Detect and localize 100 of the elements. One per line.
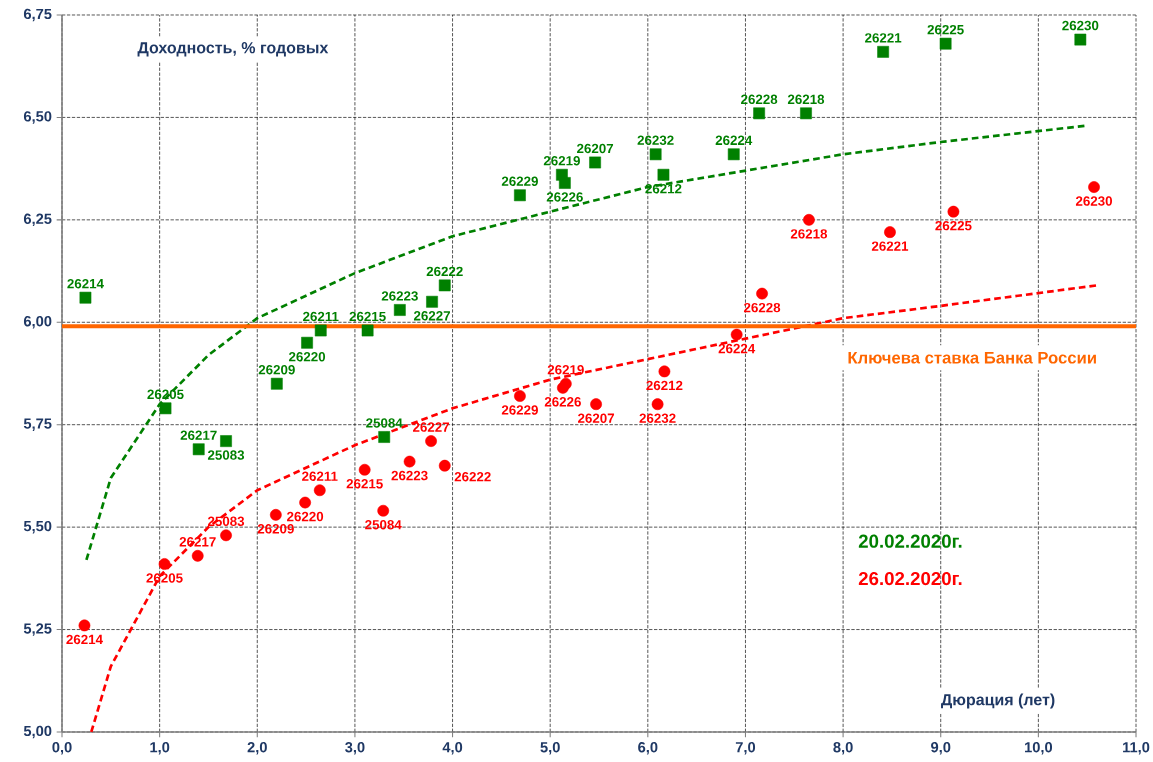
y-tick-label: 6,50 (23, 111, 52, 124)
annotation: 26220 (288, 352, 326, 362)
annotation: 26215 (349, 311, 386, 322)
annotation: 26224 (715, 135, 753, 146)
annotation: 26211 (303, 311, 339, 322)
annotation: 26221 (865, 33, 902, 43)
point (158, 558, 171, 570)
y-tick-label: 6,00 (23, 316, 52, 329)
annotation: 25084 (365, 520, 402, 530)
annotation: 26218 (787, 94, 825, 105)
annotation: 26207 (577, 143, 614, 154)
x-tick-label: 5,0 (540, 742, 560, 755)
point (558, 177, 571, 189)
annotation: 26219 (543, 156, 580, 166)
point (753, 107, 765, 120)
annotation: 26225 (927, 24, 964, 35)
x-tick-label: 1,0 (150, 742, 170, 755)
annotation: 26212 (645, 184, 682, 194)
point (361, 324, 374, 337)
annotation: 26232 (637, 135, 674, 146)
point (426, 295, 438, 308)
annotation: 26227 (413, 311, 450, 321)
annotation: 26230 (1075, 196, 1113, 206)
point (438, 459, 451, 472)
x-tick-label: 2,0 (247, 742, 267, 755)
annotation: 26222 (426, 266, 463, 277)
annotation: 26215 (346, 479, 383, 489)
point (301, 336, 313, 349)
x-tick-label: 0,0 (52, 742, 72, 755)
text: 20.02.2020г. (858, 534, 962, 548)
annotation: 26209 (258, 365, 295, 375)
annotation: 25083 (207, 450, 245, 460)
x-tick-label: 10,0 (1025, 742, 1053, 755)
point (314, 324, 327, 337)
annotation: 26228 (743, 302, 781, 313)
point (803, 213, 815, 226)
point (1074, 33, 1087, 46)
point (393, 304, 406, 316)
annotation: 26212 (646, 380, 683, 391)
annotation: 26218 (790, 229, 828, 239)
x-axis-title: Дюрация (лет) (941, 693, 1055, 709)
point (192, 443, 205, 456)
point (403, 455, 416, 468)
annotation: 25084 (366, 418, 403, 428)
annotation: 26207 (578, 413, 615, 423)
annotation: 26205 (147, 389, 184, 400)
point (727, 148, 740, 161)
y-tick-label: 5,00 (23, 725, 52, 739)
annotation: 26220 (287, 511, 324, 522)
annotation: 26232 (639, 413, 676, 423)
annotation: 26226 (544, 397, 581, 407)
point (651, 398, 664, 411)
y-tick-label: 5,50 (23, 520, 52, 534)
point (657, 168, 670, 181)
annotation: 26221 (871, 241, 909, 251)
y-tick-label: 6,25 (23, 213, 52, 227)
point (79, 291, 92, 304)
point (299, 496, 311, 509)
point (590, 398, 602, 411)
annotation: 26223 (381, 291, 418, 301)
point (658, 365, 671, 378)
x-tick-label: 8,0 (833, 742, 853, 755)
annotation: 26225 (935, 220, 972, 231)
point (191, 549, 204, 562)
annotation: 26205 (146, 573, 183, 583)
annotation: 26228 (741, 94, 778, 105)
annotation: 26226 (546, 192, 583, 202)
x-tick-label: 9,0 (931, 742, 951, 755)
annotation: 26217 (179, 537, 216, 547)
annotation: 26211 (302, 471, 338, 481)
point (800, 107, 812, 120)
y-axis-title: Доходность, % годовых (137, 42, 329, 57)
point (159, 402, 172, 415)
x-tick-label: 4,0 (442, 742, 463, 755)
point (514, 189, 526, 202)
point (425, 435, 437, 447)
x-tick-label: 6,0 (638, 742, 658, 755)
point (559, 377, 572, 390)
y-tick-label: 5,75 (23, 418, 52, 431)
point (220, 529, 232, 542)
point (730, 328, 743, 341)
point (438, 279, 451, 292)
point (78, 619, 91, 632)
point (313, 484, 326, 497)
annotation: 26209 (257, 524, 294, 534)
annotation: 26229 (501, 176, 538, 186)
annotation: 26224 (718, 343, 756, 354)
point (884, 226, 896, 238)
annotation: 26214 (66, 634, 103, 645)
point (358, 463, 371, 476)
annotation: 26214 (67, 278, 104, 289)
point (514, 390, 526, 402)
point (649, 148, 662, 161)
point (377, 504, 390, 517)
ref-line-label: Ключева ставка Банка России (848, 351, 1096, 364)
point (939, 37, 952, 50)
point (270, 377, 283, 390)
annotation: 26223 (391, 470, 428, 481)
point (269, 508, 282, 521)
annotation: 26217 (180, 430, 217, 440)
